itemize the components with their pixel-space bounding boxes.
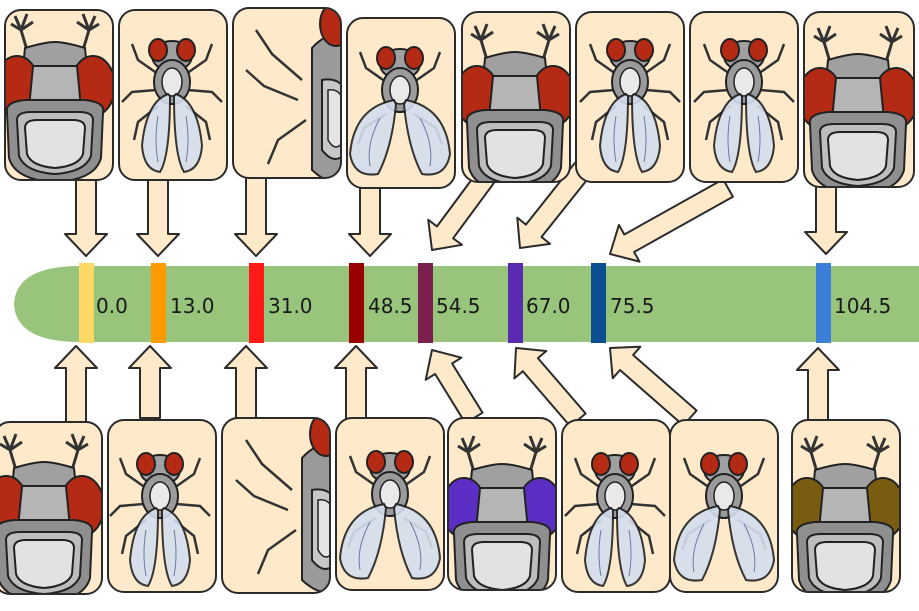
locus-position-label: 31.0: [268, 294, 313, 318]
phenotype-panel: [447, 417, 557, 591]
phenotype-arrow: [804, 185, 848, 255]
phenotype-panel: [791, 419, 901, 593]
locus-band: [418, 263, 433, 343]
phenotype-panel: [689, 11, 799, 183]
phenotype-arrow: [513, 347, 587, 428]
phenotype-arrow: [348, 187, 392, 257]
phenotype-panel: [221, 417, 331, 594]
phenotype-panel: [669, 419, 779, 593]
phenotype-arrow: [224, 345, 268, 419]
locus-position-label: 13.0: [170, 294, 215, 318]
locus-position-label: 54.5: [436, 294, 481, 318]
locus-band: [508, 263, 523, 343]
locus-band: [591, 263, 606, 343]
phenotype-arrow: [609, 345, 698, 427]
loci: 0.0 13.0 31.0 48.5 54.5 67.0 75.5 104.5: [79, 263, 891, 343]
locus-band: [816, 263, 831, 343]
phenotype-panel: [335, 417, 445, 591]
locus-position-label: 0.0: [96, 294, 128, 318]
phenotype-arrow: [334, 345, 378, 421]
phenotype-panel: [575, 11, 685, 183]
phenotype-panel: [803, 11, 915, 188]
locus-band: [79, 263, 94, 343]
locus-position-label: 67.0: [526, 294, 571, 318]
phenotype-panel: [461, 11, 571, 183]
phenotype-arrow: [54, 345, 98, 423]
chromosome-bar: [14, 266, 919, 342]
phenotype-arrow: [796, 347, 840, 421]
phenotype-panel: [4, 9, 114, 181]
phenotype-arrow: [609, 178, 734, 263]
locus-position-label: 104.5: [834, 294, 891, 318]
phenotype-panel: [107, 419, 217, 593]
phenotype-arrow: [64, 179, 108, 257]
phenotype-panel: [346, 17, 456, 189]
locus-band: [349, 263, 364, 343]
locus-band: [151, 263, 166, 343]
phenotype-arrow: [234, 175, 278, 257]
phenotype-arrow: [136, 179, 180, 257]
locus-position-label: 48.5: [368, 294, 413, 318]
phenotype-arrow: [128, 345, 172, 419]
locus-band: [249, 263, 264, 343]
phenotype-panel: [0, 421, 103, 595]
phenotype-arrow: [424, 349, 484, 425]
locus-position-label: 75.5: [610, 294, 655, 318]
phenotype-panel: [118, 9, 228, 181]
phenotype-panel: [561, 419, 671, 593]
phenotype-panel: [232, 7, 342, 179]
